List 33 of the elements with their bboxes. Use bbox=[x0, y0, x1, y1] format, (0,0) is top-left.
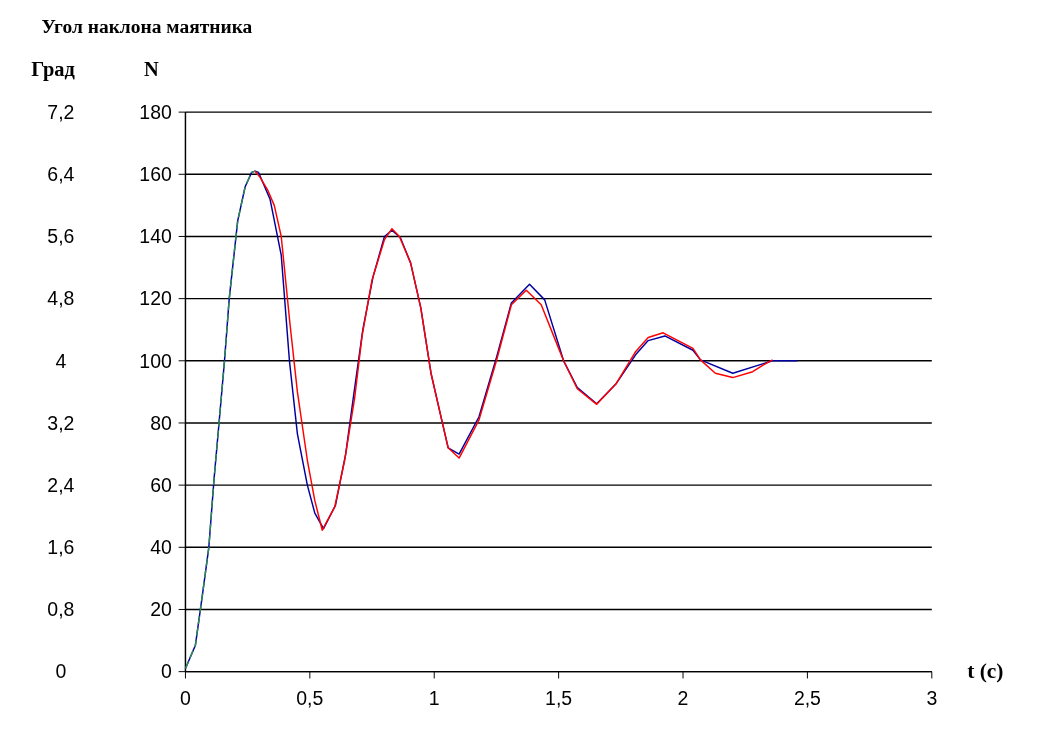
y2-tick-label: 4 bbox=[55, 349, 67, 372]
y2-tick-label: 0 bbox=[55, 660, 67, 683]
y2-tick-label: 2,4 bbox=[47, 473, 75, 496]
x-axis-title: t (c) bbox=[967, 659, 1004, 684]
y2-tick-label: 0,8 bbox=[47, 598, 75, 621]
x-tick-label: 2 bbox=[677, 686, 689, 709]
y2-tick-label: 1,6 bbox=[47, 536, 75, 559]
chart-title: Угол наклона маятника bbox=[41, 16, 253, 38]
y2-tick-label: 6,4 bbox=[47, 163, 75, 186]
y-tick-label: 0 bbox=[161, 660, 172, 683]
y-tick-label: 120 bbox=[139, 287, 172, 310]
y2-tick-label: 3,2 bbox=[47, 411, 75, 434]
y-tick-label: 40 bbox=[150, 536, 172, 559]
y-tick-label: 160 bbox=[139, 163, 172, 186]
x-tick-label: 3 bbox=[926, 686, 938, 709]
y-tick-label: 60 bbox=[150, 473, 172, 496]
y-tick-label: 20 bbox=[150, 598, 172, 621]
x-tick-label: 1,5 bbox=[545, 686, 573, 709]
y-axis-title: N bbox=[144, 58, 160, 81]
y-tick-label: 80 bbox=[150, 411, 172, 434]
x-tick-label: 2,5 bbox=[793, 686, 821, 709]
line-series bbox=[184, 170, 256, 670]
y2-tick-label: 7,2 bbox=[47, 100, 75, 123]
y-tick-label: 180 bbox=[139, 100, 172, 123]
x-tick-label: 0,5 bbox=[296, 686, 324, 709]
y2-tick-label: 5,6 bbox=[47, 225, 75, 248]
y-tick-label: 100 bbox=[139, 349, 172, 372]
y2-axis-title: Град bbox=[31, 58, 76, 82]
y2-tick-label: 4,8 bbox=[47, 287, 75, 310]
x-tick-label: 1 bbox=[428, 686, 440, 709]
line-series bbox=[254, 170, 774, 531]
x-tick-label: 0 bbox=[180, 686, 192, 709]
y-tick-label: 140 bbox=[139, 225, 172, 248]
